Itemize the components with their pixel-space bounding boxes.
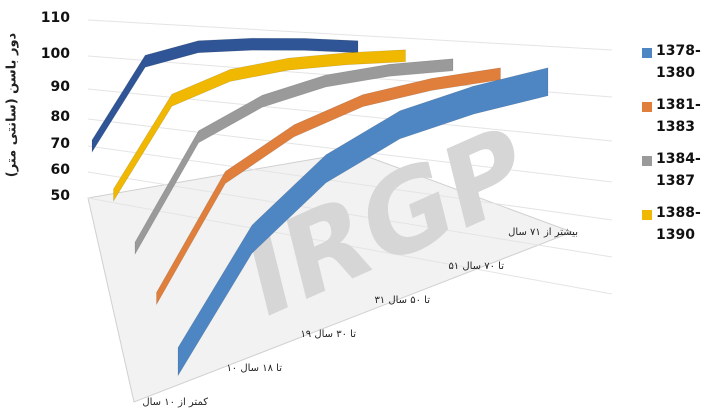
gridline [87,171,613,258]
legend-label: 1388-1390 [656,205,701,243]
x-tick-label: ۳۱ تا ۵۰ سال [374,295,430,306]
y-tick-label: 80 [50,109,70,125]
y-tick-label: 110 [40,10,70,26]
x-tick-label: ۵۱ تا ۷۰ سال [448,261,504,272]
x-tick-label: کمتر از ۱۰ سال [142,397,208,408]
gridline [87,19,613,51]
y-tick-label: 50 [50,188,70,204]
series-ribbon [177,67,549,377]
y-tick-label: 70 [50,136,70,152]
legend-item-1381-1383: 1381-1383 [640,94,710,148]
y-tick-label: 90 [50,79,70,95]
y-axis-label: دور باسن (سانتی متر) [4,32,20,178]
gridline [87,197,613,295]
legend-label: 1384-1387 [656,151,701,189]
legend-item-1388-1390: 1388-1390 [640,202,710,256]
legend-swatch [642,156,652,166]
legend-swatch [642,210,652,220]
legend: 1378-1380 1381-1383 1384-1387 1388-1390 [640,40,710,256]
x-tick-label: ۱۰ تا ۱۸ سال [226,363,282,374]
legend-label: 1378-1380 [656,43,701,81]
legend-swatch [642,102,652,112]
legend-label: 1381-1383 [656,97,701,135]
gridline [87,145,613,221]
x-tick-label: ۱۹ تا ۳۰ سال [300,329,356,340]
legend-item-1378-1380: 1378-1380 [640,40,710,94]
series-ribbon [134,58,454,256]
y-tick-label: 60 [50,162,70,178]
series-ribbon [113,49,406,203]
y-axis-label-box: دور باسن (سانتی متر) [0,30,24,180]
legend-swatch [642,48,652,58]
chart-floor [87,151,574,403]
y-tick-label: 100 [40,46,70,62]
x-tick-label: بیشتر از ۷۱ سال [508,227,578,238]
legend-item-1384-1387: 1384-1387 [640,148,710,202]
